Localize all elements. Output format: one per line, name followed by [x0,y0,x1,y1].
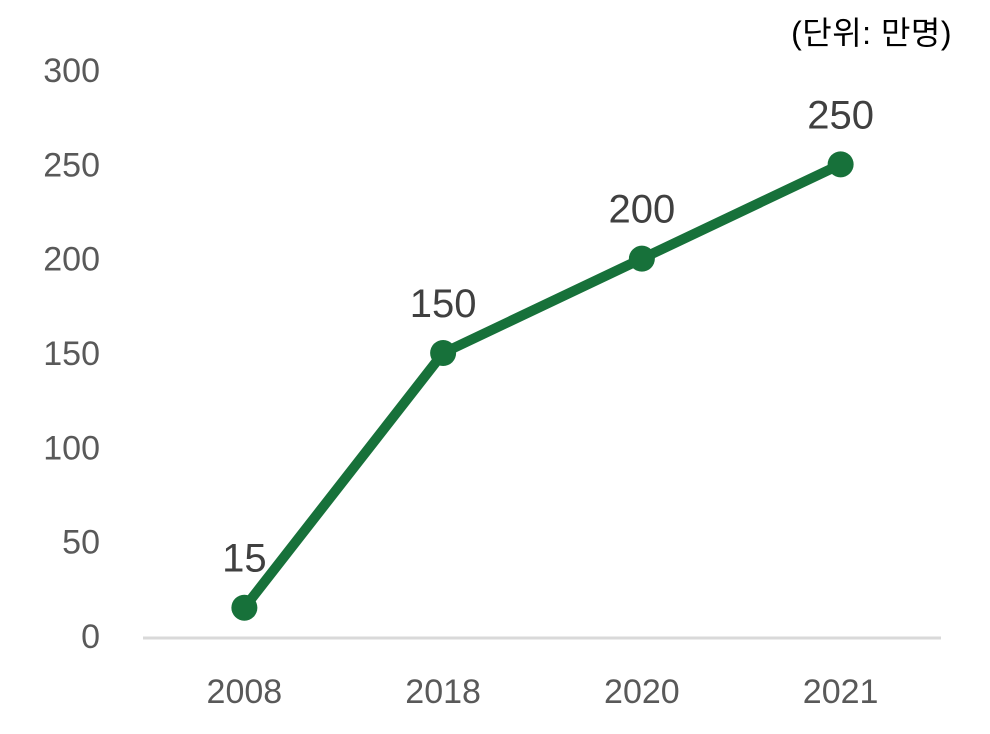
data-point-marker [430,340,457,366]
y-axis-tick-label: 100 [43,429,100,467]
x-axis-tick-label: 2021 [803,673,879,711]
x-axis-tick-label: 2018 [405,673,481,711]
y-axis-tick-label: 300 [43,52,100,90]
y-axis-tick-label: 0 [81,618,100,656]
line-series [239,159,846,613]
x-axis-tick-label: 2020 [604,673,680,711]
chart-unit-label: (단위: 만명) [791,15,952,51]
x-axis-tick-label: 2008 [207,673,283,711]
data-point-label: 150 [410,282,477,326]
data-point-label: 250 [807,93,874,137]
data-point-label: 200 [609,188,676,232]
y-axis-tick-label: 50 [62,524,100,562]
data-point-marker [628,245,655,272]
data-point-label: 15 [222,537,267,581]
data-point-marker [231,594,258,621]
y-axis-tick-label: 200 [43,241,100,279]
data-point-marker [827,151,854,178]
y-axis-tick-label: 250 [43,146,100,184]
y-axis-tick-label: 150 [43,335,100,373]
